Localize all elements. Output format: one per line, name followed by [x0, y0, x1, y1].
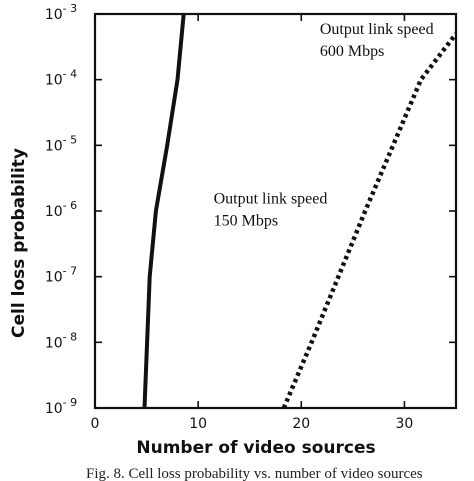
x-tick-label: 10: [189, 416, 207, 432]
y-tick-label: 10- 9: [45, 396, 77, 417]
y-tick-label: 10- 8: [45, 330, 77, 351]
y-axis-title: Cell loss probability: [9, 148, 29, 338]
x-tick-label: 0: [91, 416, 100, 432]
figure-caption: Fig. 8. Cell loss probability vs. number…: [86, 466, 423, 481]
series-line-150mbps: [142, 14, 186, 408]
series-lines: [142, 14, 456, 408]
annotation-text: 150 Mbps: [214, 213, 278, 230]
y-tick-label: 10- 6: [45, 199, 77, 220]
x-tick-label: 30: [396, 416, 414, 432]
annotation-text: 600 Mbps: [320, 43, 384, 60]
y-tick-label: 10- 7: [45, 265, 77, 286]
annotation-text: Output link speed: [214, 191, 328, 208]
x-tick-label: 20: [292, 416, 310, 432]
annotations: Output link speed 600 Mbps Output link spe…: [214, 21, 434, 230]
y-tick-label: 10- 3: [45, 2, 77, 23]
annotation-text: Output link speed: [320, 21, 434, 38]
y-tick-label: 10- 5: [45, 133, 77, 154]
x-axis-title: Number of video sources: [136, 438, 375, 458]
y-tick-label: 10- 4: [45, 68, 77, 89]
series-line-600mbps: [281, 32, 456, 408]
axis-ticks: 0 10 20 30 10- 9 10- 8 10- 7 10- 6 10- 5 10- 4 10-…: [45, 2, 456, 432]
